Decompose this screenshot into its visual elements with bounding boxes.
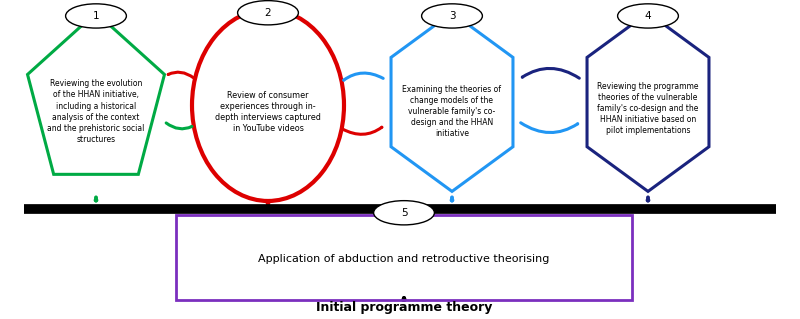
Polygon shape: [27, 13, 165, 174]
Circle shape: [66, 4, 126, 28]
Text: Application of abduction and retroductive theorising: Application of abduction and retroductiv…: [258, 254, 550, 264]
Text: 2: 2: [265, 8, 271, 18]
Text: 5: 5: [401, 208, 407, 218]
Circle shape: [422, 4, 482, 28]
Text: 1: 1: [93, 11, 99, 21]
Text: 4: 4: [645, 11, 651, 21]
Ellipse shape: [192, 10, 344, 201]
FancyArrowPatch shape: [166, 123, 192, 129]
FancyArrowPatch shape: [342, 127, 382, 134]
FancyArrowPatch shape: [168, 72, 194, 78]
Text: Review of consumer
experiences through in-
depth interviews captured
in YouTube : Review of consumer experiences through i…: [215, 91, 321, 133]
FancyArrowPatch shape: [344, 73, 383, 80]
Polygon shape: [391, 13, 513, 191]
FancyArrowPatch shape: [521, 123, 578, 133]
Text: Examining the theories of
change models of the
vulnerable family's co-
design an: Examining the theories of change models …: [402, 85, 502, 138]
Text: Initial programme theory: Initial programme theory: [316, 301, 492, 314]
Polygon shape: [587, 13, 709, 191]
Text: Reviewing the programme
theories of the vulnerable
family's co-design and the
HH: Reviewing the programme theories of the …: [598, 82, 698, 135]
Text: Reviewing the evolution
of the HHAN initiative,
including a historical
analysis : Reviewing the evolution of the HHAN init…: [47, 79, 145, 144]
Text: 3: 3: [449, 11, 455, 21]
Circle shape: [618, 4, 678, 28]
Circle shape: [374, 201, 434, 225]
FancyArrowPatch shape: [522, 68, 579, 78]
Circle shape: [238, 1, 298, 25]
Bar: [176, 215, 632, 300]
